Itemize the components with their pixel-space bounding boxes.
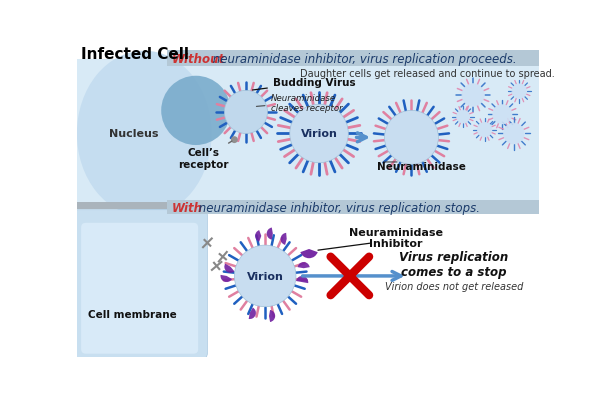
Text: Virion: Virion bbox=[301, 129, 337, 139]
Wedge shape bbox=[281, 233, 287, 245]
Text: Cell membrane: Cell membrane bbox=[88, 310, 177, 320]
Ellipse shape bbox=[77, 52, 212, 217]
Text: Cell’s
receptor: Cell’s receptor bbox=[178, 142, 232, 170]
Wedge shape bbox=[269, 310, 275, 322]
Circle shape bbox=[231, 137, 238, 144]
Wedge shape bbox=[296, 276, 308, 284]
Text: Nucleus: Nucleus bbox=[109, 129, 158, 139]
FancyBboxPatch shape bbox=[77, 60, 539, 203]
Circle shape bbox=[224, 91, 268, 134]
Text: neuraminidase inhibitor, virus replication stops.: neuraminidase inhibitor, virus replicati… bbox=[195, 201, 480, 215]
Text: Neuraminidase: Neuraminidase bbox=[377, 162, 466, 171]
FancyBboxPatch shape bbox=[211, 209, 539, 357]
Wedge shape bbox=[220, 275, 232, 282]
FancyBboxPatch shape bbox=[167, 51, 539, 67]
Circle shape bbox=[512, 84, 527, 99]
Wedge shape bbox=[266, 228, 273, 240]
Text: Virus replication
comes to a stop: Virus replication comes to a stop bbox=[399, 251, 508, 279]
Wedge shape bbox=[248, 308, 256, 319]
FancyBboxPatch shape bbox=[77, 203, 539, 209]
Wedge shape bbox=[255, 231, 262, 242]
Text: neuraminidase inhibitor, virus replication proceeds.: neuraminidase inhibitor, virus replicati… bbox=[209, 53, 517, 65]
Text: With: With bbox=[172, 201, 203, 215]
Ellipse shape bbox=[161, 77, 230, 146]
Circle shape bbox=[235, 245, 296, 307]
Text: Virion does not get released: Virion does not get released bbox=[385, 281, 523, 291]
Wedge shape bbox=[298, 262, 310, 269]
Text: Daughter cells get released and continue to spread.: Daughter cells get released and continue… bbox=[300, 69, 554, 79]
Text: Neuraminidase
Inhibitor: Neuraminidase Inhibitor bbox=[349, 227, 443, 249]
Wedge shape bbox=[301, 249, 318, 259]
Circle shape bbox=[503, 124, 524, 145]
Text: Budding Virus: Budding Virus bbox=[253, 78, 355, 91]
Text: Neuraminidase
cleaves receptor: Neuraminidase cleaves receptor bbox=[256, 94, 342, 113]
Circle shape bbox=[461, 84, 485, 107]
Circle shape bbox=[290, 105, 349, 163]
FancyBboxPatch shape bbox=[167, 201, 539, 215]
FancyBboxPatch shape bbox=[81, 223, 198, 354]
Text: Without: Without bbox=[172, 53, 225, 65]
Circle shape bbox=[385, 111, 439, 165]
Wedge shape bbox=[224, 264, 235, 273]
Circle shape bbox=[492, 105, 512, 125]
Text: Infected Cell: Infected Cell bbox=[81, 47, 189, 62]
Circle shape bbox=[456, 110, 470, 124]
Text: Virion: Virion bbox=[247, 271, 284, 281]
Circle shape bbox=[477, 123, 493, 138]
FancyBboxPatch shape bbox=[72, 210, 208, 359]
